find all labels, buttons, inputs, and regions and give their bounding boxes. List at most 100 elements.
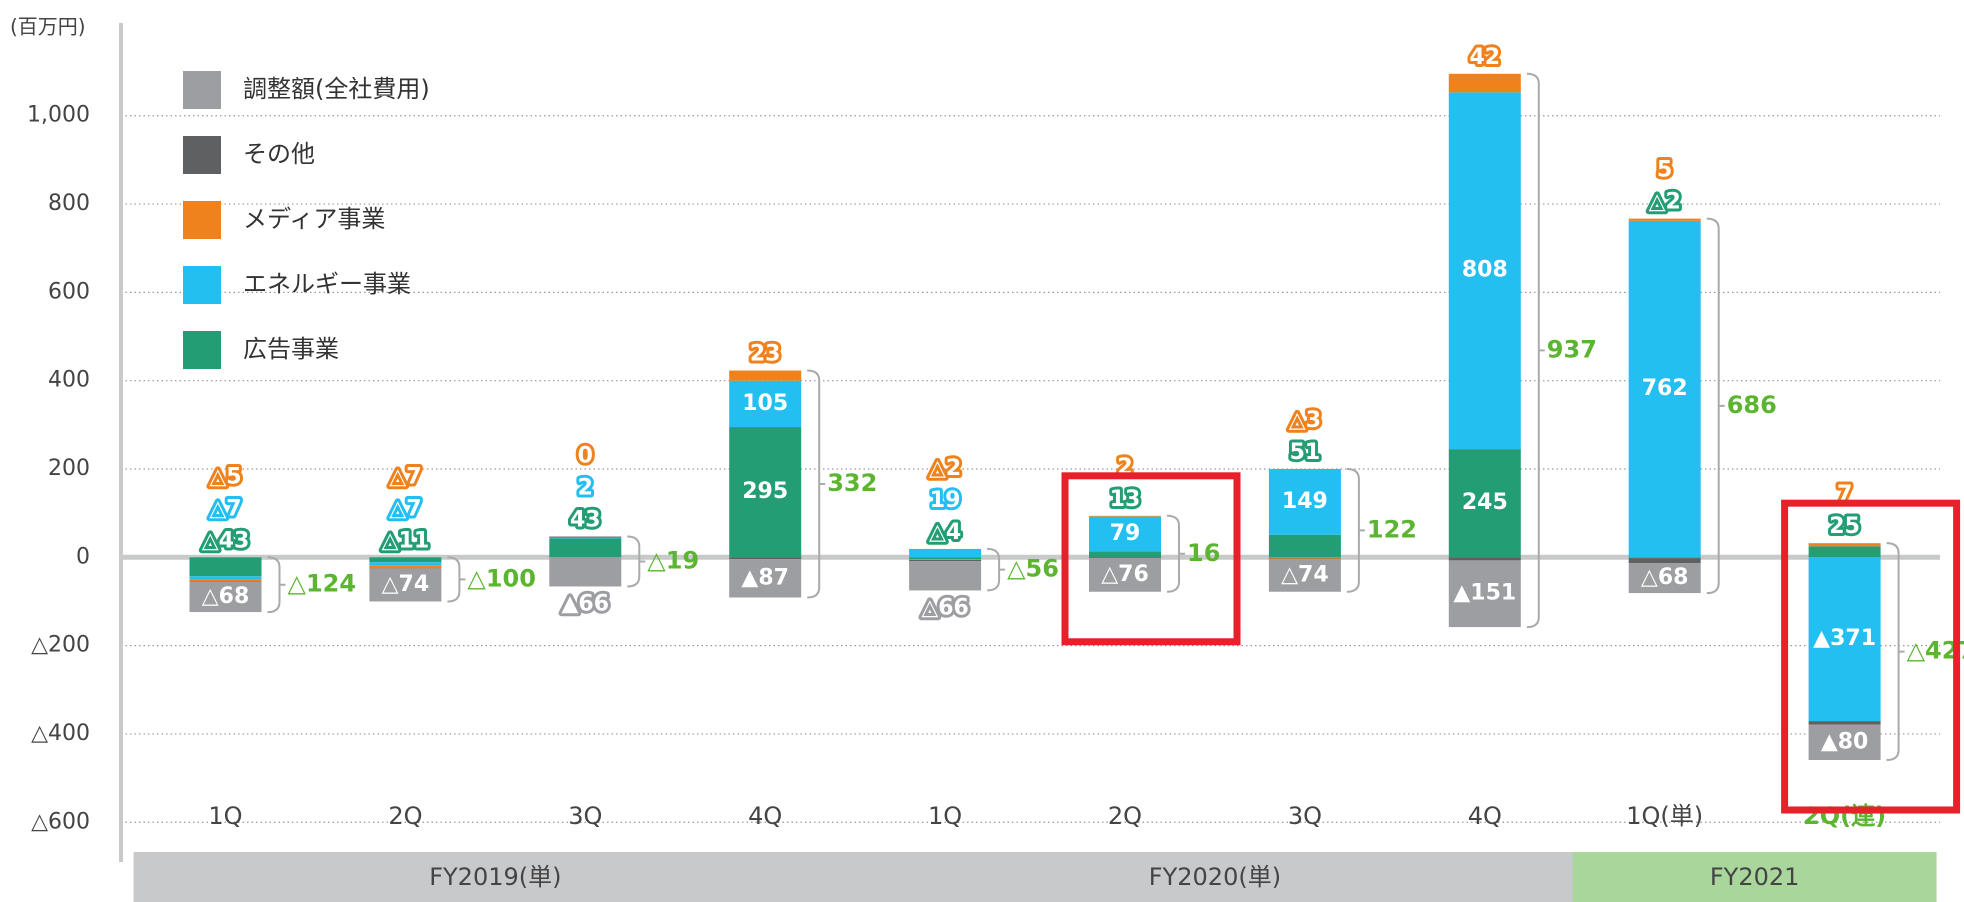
group-label: FY2020(単) (1149, 863, 1281, 891)
value-label: ▲151 (1453, 581, 1516, 606)
bar-segment (189, 579, 262, 582)
total-label: 122 (1367, 515, 1417, 543)
total-label: 686 (1727, 391, 1777, 419)
value-label: 762 (1642, 376, 1688, 401)
total-label: 332 (827, 469, 877, 497)
value-label: △2 (1649, 190, 1681, 215)
legend-swatch (183, 266, 221, 304)
bar-segment (1808, 543, 1881, 547)
total-label: △124 (288, 570, 357, 598)
x-tick-label: 3Q (1288, 802, 1322, 830)
legend-label: エネルギー事業 (243, 270, 411, 298)
total-bracket (627, 535, 646, 588)
bar-segment (909, 559, 982, 562)
total-bracket (987, 547, 1006, 592)
bar-segment (1448, 557, 1521, 561)
group-band (853, 852, 1577, 902)
value-label: △4 (929, 520, 961, 545)
total-label: △56 (1007, 555, 1059, 583)
bar-segment (729, 370, 802, 381)
x-tick-label: 2Q (1108, 802, 1142, 830)
bar-segment (1628, 220, 1701, 558)
bar-segment (1268, 558, 1341, 560)
total-label: △100 (467, 564, 536, 592)
value-label: 0 (578, 444, 593, 469)
bar-segment (369, 557, 442, 563)
bar-segment (1628, 218, 1701, 221)
bar-segment (1089, 515, 1161, 517)
group-label: FY2021 (1710, 863, 1800, 891)
legend-swatch (183, 331, 221, 369)
bar-segment (729, 559, 802, 598)
value-label: 13 (1110, 487, 1141, 512)
value-label: 105 (742, 391, 788, 416)
bar-segment (1268, 557, 1341, 559)
value-label: 43 (570, 508, 601, 533)
unit-label: (百万円) (10, 15, 86, 39)
value-label: △3 (1289, 408, 1321, 433)
bar-segment (1268, 534, 1341, 558)
bar-segment (549, 538, 622, 558)
x-tick-label: 4Q (748, 802, 782, 830)
legend-swatch (183, 136, 221, 174)
y-tick-label: 800 (48, 191, 90, 216)
bar-segment (1089, 557, 1161, 559)
bar-segment (369, 568, 442, 602)
bar-segment (1448, 92, 1521, 450)
value-label: △68 (202, 584, 250, 609)
value-label: ▲80 (1821, 729, 1869, 754)
highlight-box (1061, 472, 1241, 646)
total-label: 16 (1187, 539, 1220, 567)
value-label: △2 (929, 456, 961, 481)
value-label: 79 (1110, 521, 1141, 546)
value-label: ▲87 (741, 565, 789, 590)
bar-segment (909, 548, 982, 558)
y-tick-label: 600 (48, 279, 90, 304)
total-bracket (447, 556, 466, 603)
value-label: 42 (1469, 45, 1500, 70)
y-tick-label: 1,000 (27, 103, 90, 128)
total-bracket (267, 556, 286, 614)
value-label: △43 (202, 528, 250, 553)
value-label: △74 (1281, 562, 1329, 587)
bar-segment (369, 565, 442, 569)
bar-segment (1628, 557, 1701, 559)
bar-segment (729, 380, 802, 428)
value-label: 808 (1462, 258, 1508, 283)
bar-segment (189, 581, 262, 583)
value-label: 25 (1829, 514, 1860, 539)
value-label: 51 (1290, 440, 1321, 465)
x-tick-label: 2Q (388, 802, 422, 830)
total-bracket (807, 369, 826, 599)
value-label: 245 (1462, 490, 1508, 515)
y-tick-label: △400 (31, 721, 90, 746)
value-label: ▲371 (1813, 626, 1876, 651)
value-label: △7 (209, 496, 241, 521)
bar-segment (1089, 516, 1161, 552)
total-bracket (1706, 217, 1725, 595)
value-label: △68 (1641, 565, 1689, 590)
bar-segment (1628, 563, 1701, 594)
value-label: ▲66 (562, 591, 610, 616)
bar-segment (369, 568, 442, 569)
value-label: △7 (389, 496, 421, 521)
bar-segment (1448, 560, 1521, 628)
bar-segment (1268, 468, 1341, 535)
legend-swatch (183, 201, 221, 239)
bar-segment (549, 536, 622, 538)
y-tick-label: △600 (31, 809, 90, 834)
y-tick-label: 200 (48, 456, 90, 481)
total-label: 937 (1547, 335, 1597, 363)
y-tick-label: 0 (76, 544, 90, 569)
bar-segment (1628, 558, 1701, 564)
x-tick-label: 4Q (1468, 802, 1502, 830)
value-label: 23 (750, 342, 781, 367)
bar-segment (549, 557, 622, 587)
bar-segment (1448, 449, 1521, 558)
value-label: 295 (742, 479, 788, 504)
group-band (1572, 852, 1937, 902)
total-bracket (1886, 542, 1905, 761)
total-bracket (1346, 467, 1365, 593)
highlight-box (1781, 499, 1961, 814)
